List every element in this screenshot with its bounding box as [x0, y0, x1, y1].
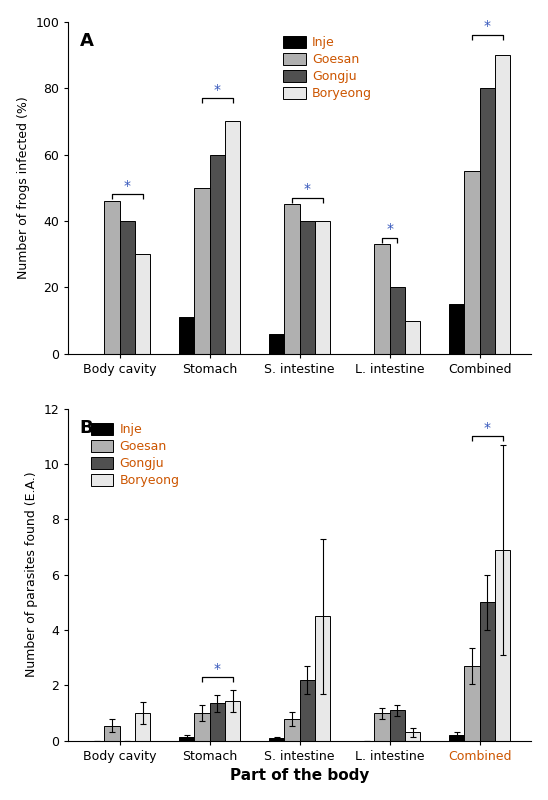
Bar	[405, 321, 420, 354]
Bar	[135, 254, 150, 354]
Bar	[195, 188, 210, 354]
Bar	[269, 334, 284, 354]
Bar	[315, 616, 330, 741]
Bar	[210, 154, 225, 354]
Bar	[390, 710, 405, 741]
Text: *: *	[214, 82, 221, 97]
Bar	[300, 680, 315, 741]
Bar	[374, 244, 390, 354]
Bar	[495, 550, 510, 741]
Text: *: *	[304, 182, 311, 196]
Text: *: *	[484, 19, 491, 34]
Bar	[390, 287, 405, 354]
Bar	[464, 171, 480, 354]
Bar	[284, 718, 300, 741]
Bar	[480, 602, 495, 741]
Bar	[269, 738, 284, 741]
Bar	[179, 737, 195, 741]
Text: *: *	[124, 179, 131, 193]
X-axis label: Part of the body: Part of the body	[230, 768, 369, 783]
Text: B: B	[79, 418, 93, 437]
Bar	[405, 733, 420, 741]
Bar	[449, 304, 464, 354]
Bar	[120, 221, 135, 354]
Bar	[374, 713, 390, 741]
Bar	[464, 666, 480, 741]
Text: *: *	[484, 421, 491, 434]
Y-axis label: Number of frogs infected (%): Number of frogs infected (%)	[16, 96, 30, 279]
Y-axis label: Number of parasites found (E.A.): Number of parasites found (E.A.)	[25, 472, 38, 678]
Bar	[179, 318, 195, 354]
Legend: Inje, Goesan, Gongju, Boryeong: Inje, Goesan, Gongju, Boryeong	[86, 418, 185, 493]
Legend: Inje, Goesan, Gongju, Boryeong: Inje, Goesan, Gongju, Boryeong	[278, 31, 377, 106]
Bar	[105, 726, 120, 741]
Text: *: *	[386, 222, 393, 236]
Bar	[300, 221, 315, 354]
Bar	[105, 201, 120, 354]
Bar	[135, 713, 150, 741]
Bar	[225, 122, 241, 354]
Bar	[284, 204, 300, 354]
Bar	[449, 735, 464, 741]
Bar	[495, 55, 510, 354]
Bar	[210, 703, 225, 741]
Bar	[195, 713, 210, 741]
Bar	[480, 88, 495, 354]
Bar	[315, 221, 330, 354]
Bar	[225, 701, 241, 741]
Text: A: A	[79, 32, 94, 50]
Text: *: *	[214, 662, 221, 675]
